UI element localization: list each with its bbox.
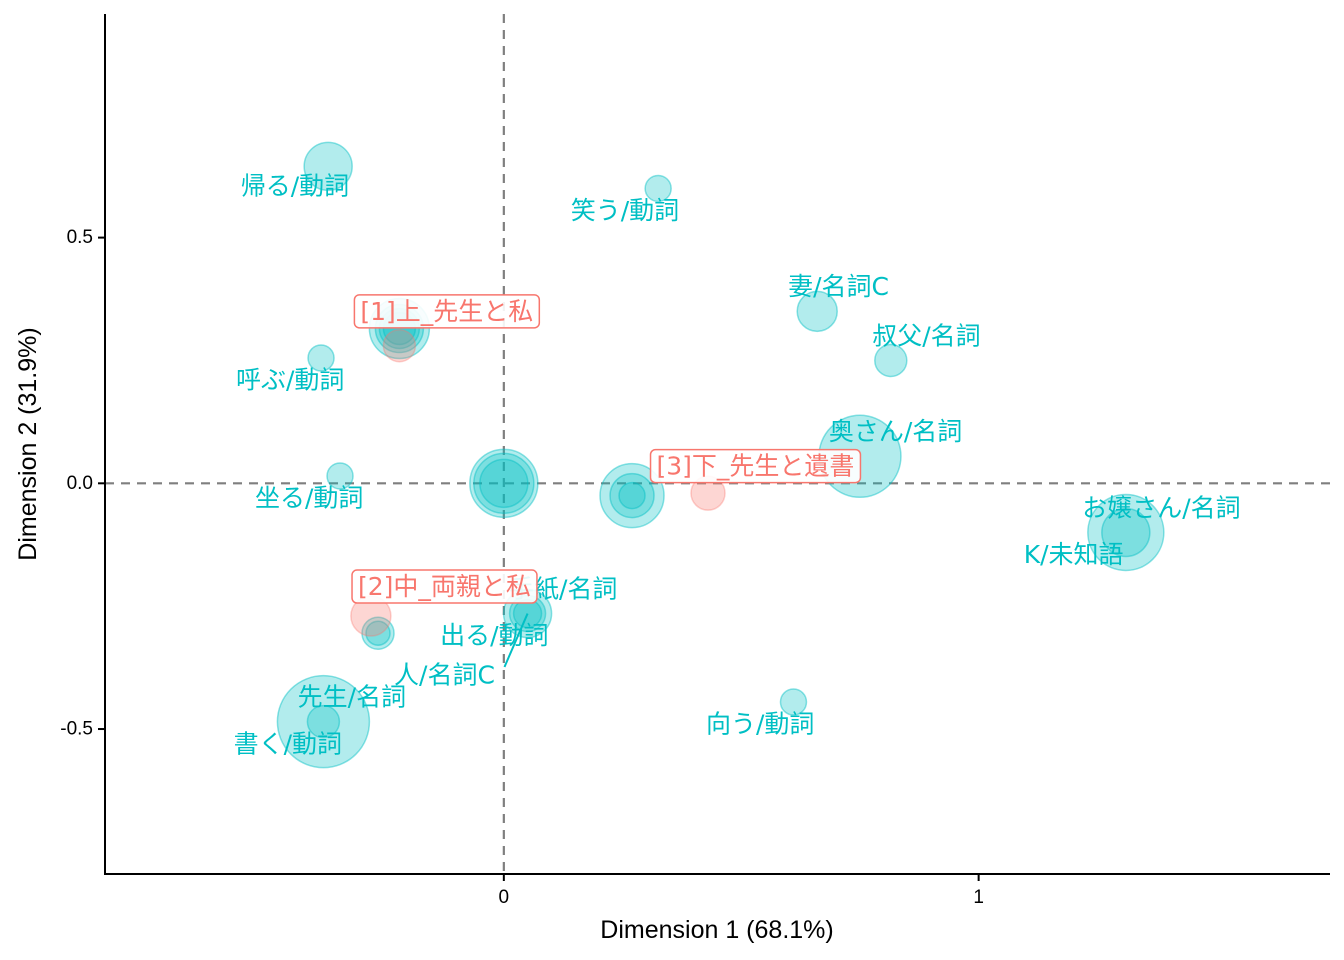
word-label-帰る-動詞: 帰る/動詞 <box>241 172 349 201</box>
x-tick-label-0: 0 <box>499 887 510 908</box>
word-point-書く-動詞 <box>306 704 341 739</box>
document-point-1 <box>382 328 417 363</box>
word-label-妻-名詞c: 妻/名詞C <box>788 272 889 301</box>
x-tick-label-1: 1 <box>973 887 984 908</box>
word-label-坐る-動詞: 坐る/動詞 <box>255 484 363 513</box>
document-label-box-3 <box>649 448 862 484</box>
word-label-お嬢さん-名詞: お嬢さん/名詞 <box>1082 493 1240 522</box>
leader-line-人-名詞c <box>503 613 529 668</box>
word-point-k-未知語 <box>1101 507 1151 558</box>
word-point-お嬢さん-名詞 <box>1087 493 1165 572</box>
word-point-坐る-動詞 <box>326 462 354 490</box>
word-point-先生-名詞 <box>276 674 371 769</box>
y-tick-label-2: -0.5 <box>60 719 93 740</box>
word-point-呼ぶ-動詞 <box>307 344 335 372</box>
word-label-人-名詞c: 人/名詞C <box>394 660 495 689</box>
document-label-text-1: [1]上_先生と私 <box>360 297 533 326</box>
word-label-向う-動詞: 向う/動詞 <box>706 710 814 739</box>
word-point-妻-名詞c <box>796 290 838 333</box>
word-label-奥さん-名詞: 奥さん/名詞 <box>829 417 962 446</box>
word-point-unlabeled-3 <box>599 462 665 529</box>
word-point-unlabeled-5 <box>618 481 646 510</box>
word-label-先生-名詞: 先生/名詞 <box>298 683 406 712</box>
word-label-笑う-動詞: 笑う/動詞 <box>571 196 679 225</box>
document-label-box-2 <box>351 569 538 604</box>
word-label-k-未知語: K/未知語 <box>1024 540 1124 569</box>
document-label-1: [1]上_先生と私 <box>353 294 541 329</box>
y-tick-label-1: 0.0 <box>67 473 93 494</box>
word-point-unlabeled-2 <box>479 458 529 509</box>
document-label-3: [3]下_先生と遺書 <box>649 448 862 484</box>
word-point-unlabeled-11 <box>365 620 391 646</box>
word-label-出る-動詞: 出る/動詞 <box>440 621 548 650</box>
document-label-2: [2]中_両親と私 <box>351 569 538 604</box>
ticks-layer: 0 1 0.5 0.0 -0.5 <box>60 227 984 908</box>
word-point-unlabeled-4 <box>609 472 655 519</box>
document-label-text-2: [2]中_両親と私 <box>358 572 531 601</box>
word-point-笑う-動詞 <box>644 174 672 203</box>
word-label-書く-動詞: 書く/動詞 <box>234 729 342 758</box>
document-label-box-1 <box>353 294 541 329</box>
document-label-text-3: [3]下_先生と遺書 <box>657 452 855 481</box>
x-axis-title: Dimension 1 (68.1%) <box>600 916 833 944</box>
word-point-unlabeled-1 <box>473 452 535 515</box>
word-point-帰る-動詞 <box>303 141 353 192</box>
word-label-呼ぶ-動詞: 呼ぶ/動詞 <box>236 366 344 395</box>
word-point-unlabeled-0 <box>469 448 539 519</box>
y-tick-label-0: 0.5 <box>67 227 93 248</box>
word-point-unlabeled-10 <box>361 616 395 650</box>
y-axis-title: Dimension 2 (31.9%) <box>14 327 42 560</box>
word-point-叔父-名詞 <box>874 343 908 378</box>
word-point-向う-動詞 <box>779 688 808 716</box>
word-label-叔父-名詞: 叔父/名詞 <box>872 321 980 350</box>
